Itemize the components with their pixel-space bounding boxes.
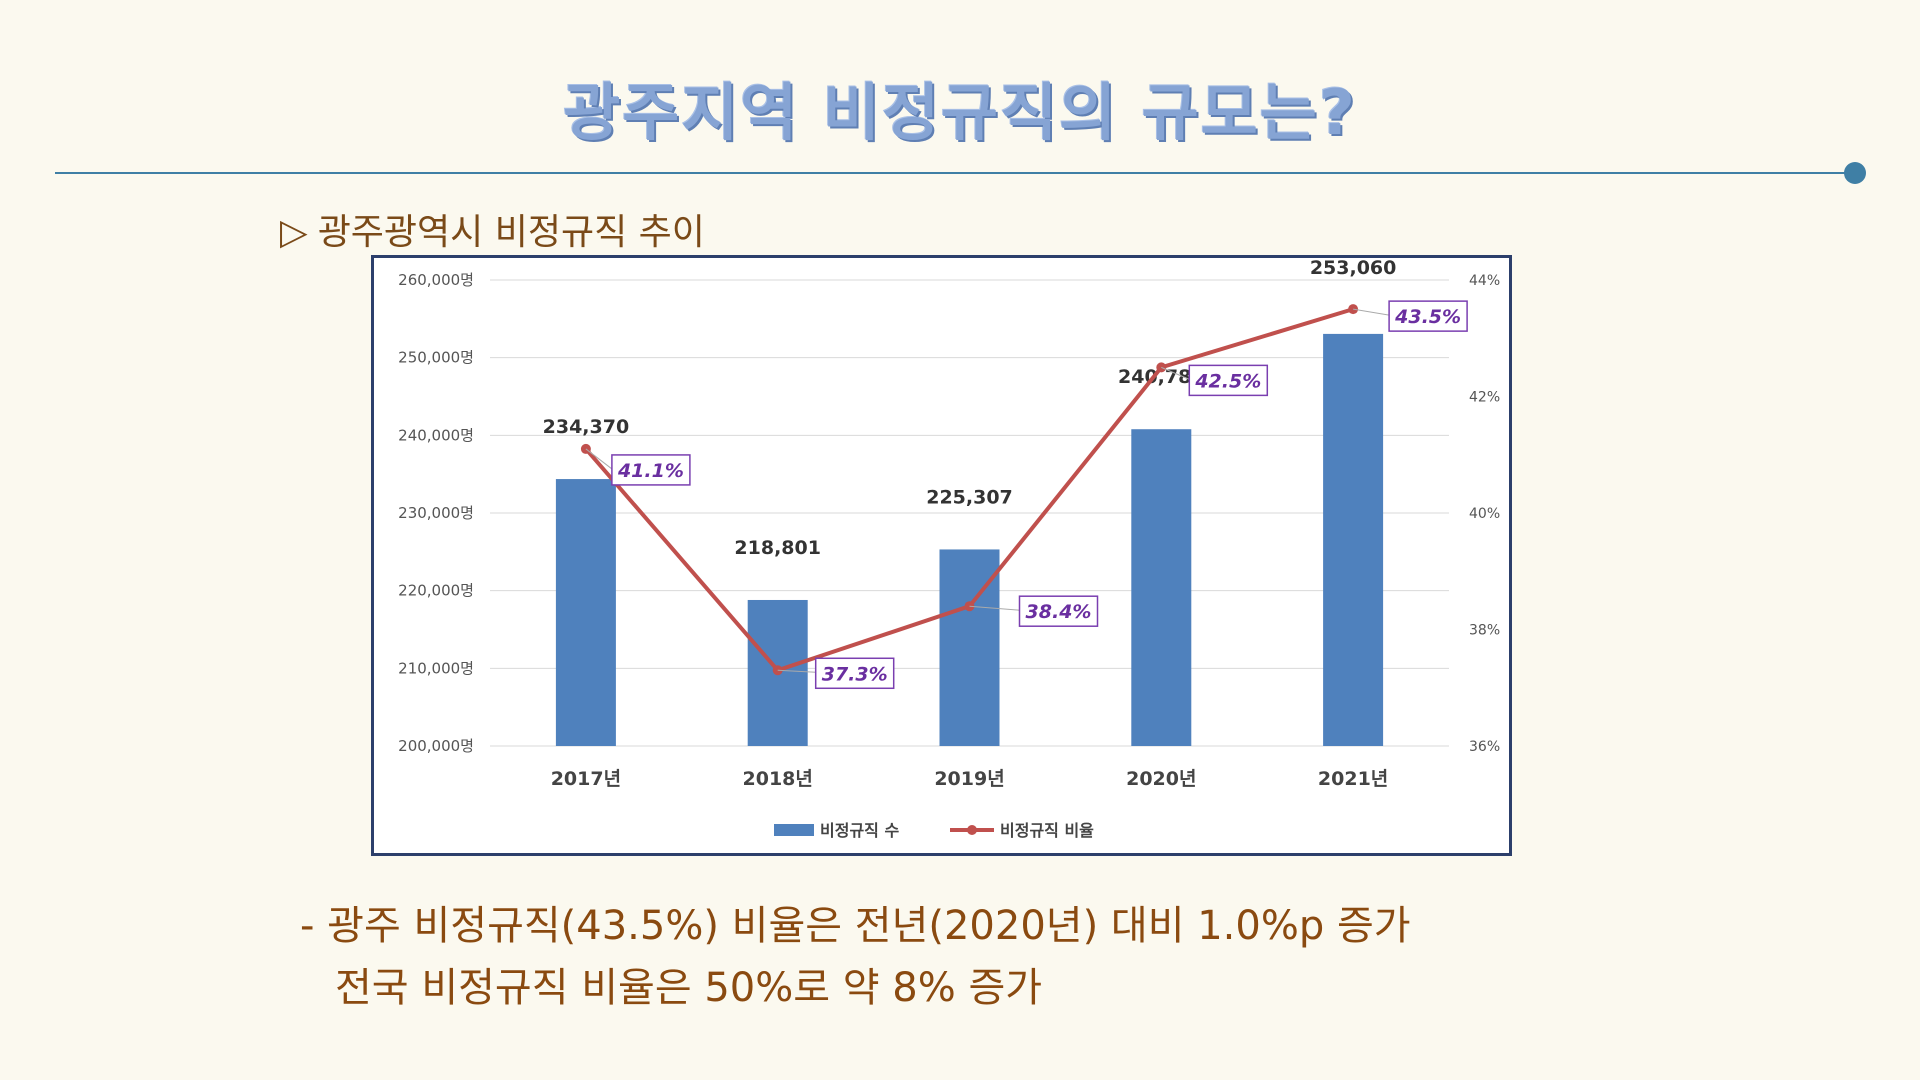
bar xyxy=(1131,429,1192,746)
title-divider xyxy=(55,172,1855,174)
bar-value-label: 234,370 xyxy=(543,416,630,438)
y-left-tick-label: 230,000명 xyxy=(398,504,474,522)
pct-value-label: 43.5% xyxy=(1394,306,1461,328)
bar-value-label: 225,307 xyxy=(926,486,1013,508)
chart-subtitle: ▷ 광주광역시 비정규직 추이 xyxy=(280,203,705,255)
y-right-tick-label: 40% xyxy=(1469,506,1500,522)
subtitle-text: 광주광역시 비정규직 추이 xyxy=(317,212,705,253)
slide-title: 광주지역 비정규직의 규모는? xyxy=(563,76,1357,149)
label-leader xyxy=(1353,308,1390,316)
legend-label-line: 비정규직 비율 xyxy=(1000,821,1094,840)
divider-dot xyxy=(1844,162,1866,184)
triangle-icon: ▷ xyxy=(280,212,308,253)
y-left-tick-label: 250,000명 xyxy=(398,349,474,367)
chart-frame: 200,000명 210,000명 220,000명 230,000명 240,000명… xyxy=(371,255,1512,856)
bar-value-label: 240,787 xyxy=(1118,366,1205,388)
bar-value-label: 218,801 xyxy=(734,537,821,559)
y-left-tick-label: 260,000명 xyxy=(398,271,474,289)
x-tick-label: 2019년 xyxy=(934,768,1004,790)
label-leader xyxy=(1161,366,1190,380)
bar xyxy=(1323,333,1384,746)
y-right-tick-label: 44% xyxy=(1469,273,1500,289)
y-left-tick-label: 220,000명 xyxy=(398,582,474,600)
note-line-1: - 광주 비정규직(43.5%) 비율은 전년(2020년) 대비 1.0%p … xyxy=(300,903,1411,949)
label-leader xyxy=(585,448,613,470)
x-tick-label: 2018년 xyxy=(743,768,813,790)
pct-value-label: 38.4% xyxy=(1026,601,1092,623)
pct-label-box xyxy=(1388,300,1468,332)
legend-swatch-point xyxy=(967,825,977,835)
pct-label-box xyxy=(1018,595,1099,627)
pct-label-box xyxy=(1188,364,1269,397)
pct-label-box xyxy=(611,454,691,486)
combo-chart: 200,000명 210,000명 220,000명 230,000명 240,000명… xyxy=(398,258,1500,840)
x-tick-label: 2020년 xyxy=(1126,768,1196,790)
x-tick-label: 2017년 xyxy=(551,768,621,790)
pct-label-box xyxy=(814,657,895,690)
bar-value-label: 253,060 xyxy=(1310,258,1397,279)
y-left-tick-label: 210,000명 xyxy=(398,659,474,677)
note-line-2: 전국 비정규직 비율은 50%로 약 8% 증가 xyxy=(335,965,1043,1011)
y-left-tick-label: 200,000명 xyxy=(398,737,474,755)
y-right-tick-label: 38% xyxy=(1469,623,1500,639)
label-leader xyxy=(777,669,816,673)
y-right-tick-label: 42% xyxy=(1469,390,1500,406)
pct-value-label: 42.5% xyxy=(1194,370,1261,392)
legend-swatch-bar xyxy=(774,824,814,836)
label-leader xyxy=(969,605,1020,611)
pct-value-label: 41.1% xyxy=(617,460,684,482)
pct-value-label: 37.3% xyxy=(822,663,888,685)
x-tick-label: 2021년 xyxy=(1318,768,1388,790)
y-right-tick-label: 36% xyxy=(1469,739,1500,755)
legend-label-bar: 비정규직 수 xyxy=(820,821,899,840)
y-left-tick-label: 240,000명 xyxy=(398,426,474,444)
bar xyxy=(555,479,616,746)
